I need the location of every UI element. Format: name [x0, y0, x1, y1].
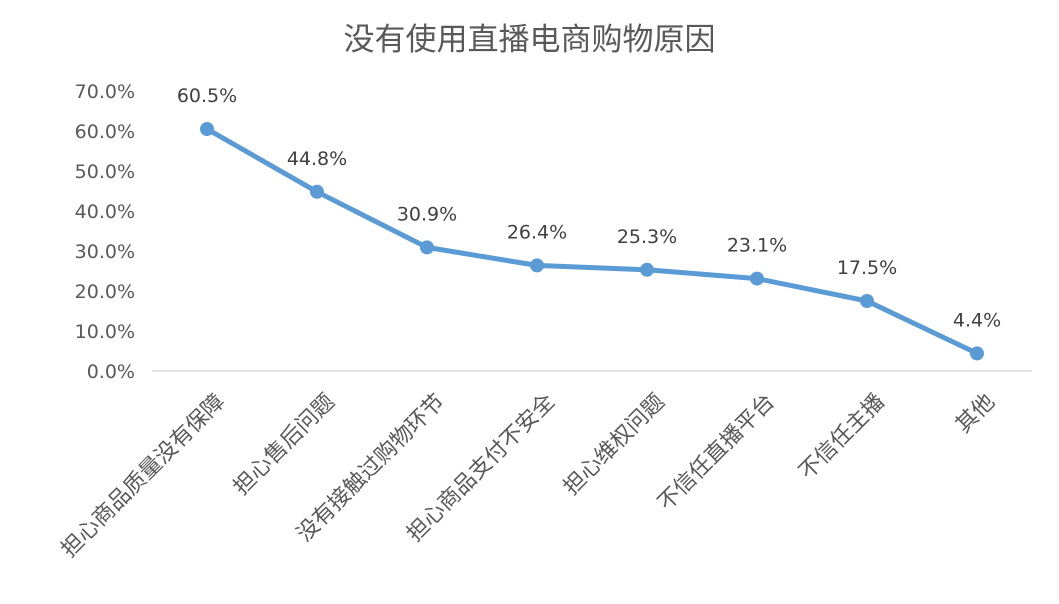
- data-point-marker: [310, 184, 324, 199]
- y-tick-label: 20.0%: [75, 281, 135, 303]
- y-tick-label: 40.0%: [75, 201, 135, 223]
- y-tick-label: 10.0%: [75, 321, 135, 343]
- x-tick-label: 其他: [951, 389, 1000, 438]
- y-tick-label: 30.0%: [75, 241, 135, 263]
- data-label: 23.1%: [727, 235, 787, 257]
- y-tick-label: 0.0%: [87, 361, 135, 383]
- x-tick-label: 担心维权问题: [559, 389, 670, 500]
- data-label: 25.3%: [617, 226, 677, 248]
- data-label: 30.9%: [397, 203, 457, 225]
- data-point-marker: [640, 262, 654, 277]
- data-point-marker: [750, 271, 764, 286]
- data-point-marker: [530, 258, 544, 273]
- y-tick-label: 60.0%: [75, 121, 135, 143]
- data-point-marker: [970, 346, 984, 361]
- x-tick-label: 担心商品质量没有保障: [57, 389, 230, 562]
- data-point-marker: [200, 122, 214, 136]
- x-tick-label: 担心售后问题: [229, 389, 340, 500]
- y-tick-label: 70.0%: [75, 81, 135, 103]
- x-tick-label: 不信任主播: [795, 389, 890, 484]
- data-label: 44.8%: [287, 148, 347, 170]
- data-label: 60.5%: [177, 85, 237, 107]
- chart-title: 没有使用直播电商购物原因: [343, 22, 716, 58]
- data-label: 26.4%: [507, 221, 567, 243]
- data-point-marker: [420, 240, 434, 255]
- data-point-marker: [860, 294, 874, 308]
- y-tick-label: 50.0%: [75, 161, 135, 183]
- data-markers: [200, 122, 984, 361]
- data-labels: 60.5% 44.8% 30.9% 26.4% 25.3% 23.1% 17.5% 4.4%: [177, 85, 1001, 331]
- data-label: 4.4%: [953, 309, 1001, 331]
- x-axis-labels: 担心商品质量没有保障担心售后问题没有接触过购物环节担心商品支付不安全担心维权问题…: [57, 389, 1000, 562]
- series-line: [204, 126, 980, 356]
- data-label: 17.5%: [837, 257, 897, 279]
- x-tick-label: 不信任直播平台: [653, 389, 780, 516]
- y-axis: 0.0% 10.0% 20.0% 30.0% 40.0% 50.0% 60.0% 70.0%: [75, 81, 135, 383]
